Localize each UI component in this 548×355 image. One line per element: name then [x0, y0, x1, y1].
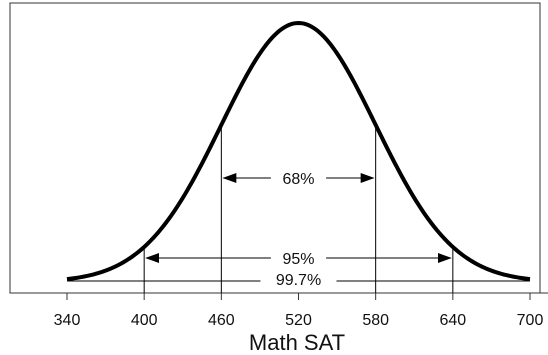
- x-tick-label: 580: [362, 312, 389, 329]
- x-axis-title: Math SAT: [249, 330, 345, 355]
- interval-label: 68%: [282, 171, 314, 188]
- x-axis-tick-labels: 340 400 460 520 580 640 700: [54, 312, 544, 329]
- x-tick-label: 340: [54, 312, 81, 329]
- normal-curve-line: [66, 20, 531, 282]
- x-tick-label: 460: [208, 312, 235, 329]
- x-tick-label: 700: [517, 312, 544, 329]
- x-tick-label: 640: [439, 312, 466, 329]
- sd-guide-lines: [143, 124, 454, 293]
- x-axis-ticks: [66, 293, 531, 300]
- plot-frame: [9, 2, 541, 294]
- x-tick-label: 400: [131, 312, 158, 329]
- interval-label: 95%: [282, 251, 314, 268]
- interval-label: 99.7%: [276, 272, 321, 289]
- interval-annotations: 68% 95% 99.7%: [67, 171, 530, 289]
- x-tick-label: 520: [285, 312, 312, 329]
